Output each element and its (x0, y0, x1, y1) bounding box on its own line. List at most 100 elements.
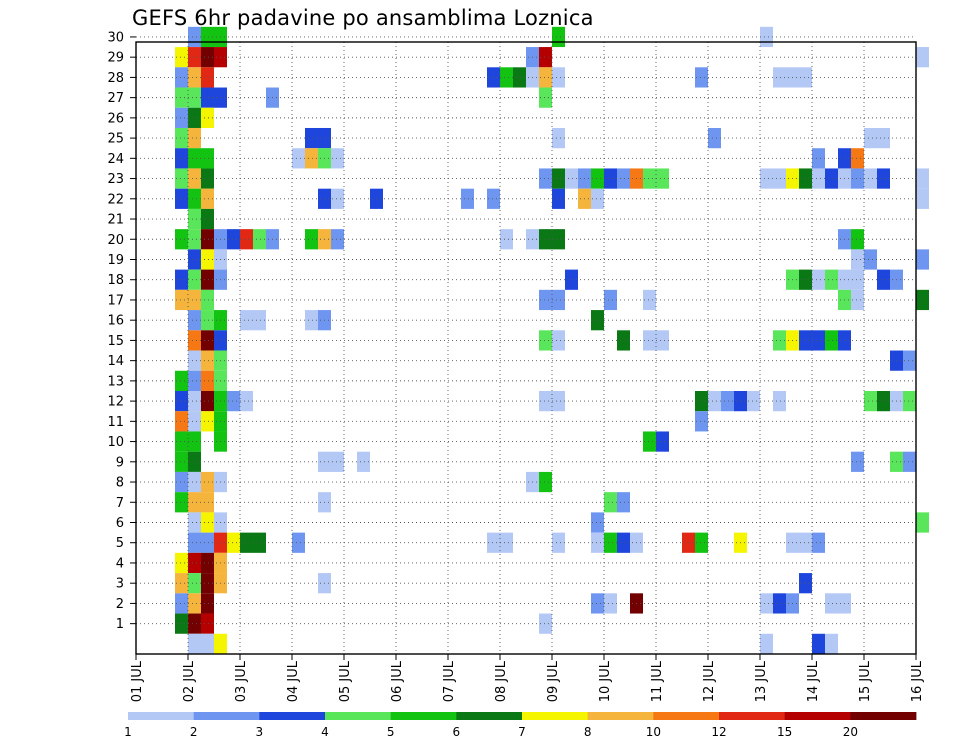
heat-cell (916, 188, 929, 209)
y-tick-label: 2 (116, 597, 124, 612)
heat-cell (695, 411, 708, 432)
heat-cell (188, 613, 201, 634)
heat-cell (864, 168, 877, 189)
colorbar-label: 5 (387, 725, 395, 739)
heat-cell (175, 451, 188, 472)
heat-cell (175, 127, 188, 149)
heat-cell (188, 229, 201, 250)
heat-cell (188, 390, 201, 412)
heat-cell (188, 573, 201, 594)
heat-cell (318, 451, 344, 472)
heat-cell (799, 168, 812, 189)
heat-cell (461, 188, 474, 209)
y-tick-label: 1 (116, 617, 124, 632)
heat-cell (240, 390, 253, 412)
colorbar-label: 15 (777, 725, 792, 739)
heat-cell (552, 168, 565, 189)
x-tick-label: 13 JUL (754, 660, 769, 702)
heat-cell (201, 107, 214, 128)
heat-cell (552, 67, 565, 88)
y-tick-label: 27 (107, 91, 124, 106)
heat-cell (695, 390, 708, 412)
heat-cell (201, 310, 214, 331)
colorbar-label: 4 (321, 725, 329, 739)
heat-cell (604, 168, 617, 189)
colorbar-swatch (719, 712, 786, 720)
heat-cell (201, 188, 214, 209)
heat-cell (747, 390, 760, 412)
heat-cell (201, 512, 214, 533)
colorbar-swatch (259, 712, 326, 720)
heat-cell (708, 390, 721, 412)
heat-cell (760, 26, 773, 48)
heat-cell (721, 390, 734, 412)
heat-cell (188, 593, 201, 614)
heat-cell (760, 593, 773, 614)
x-axis: 01 JUL 02 JUL 03 JUL 04 JUL 05 JUL 06 JUL 07 J… (130, 654, 925, 702)
y-tick-label: 11 (107, 415, 124, 430)
heat-cell (175, 269, 188, 290)
heat-cell (617, 168, 630, 189)
heat-cell (357, 451, 370, 472)
colorbar-swatch (653, 712, 720, 720)
colorbar-label: 6 (453, 725, 461, 739)
heat-cell (877, 269, 890, 290)
x-tick-label: 15 JUL (858, 660, 873, 702)
heat-cell (201, 249, 214, 270)
heat-cell (188, 552, 201, 574)
heat-cell (175, 67, 188, 88)
heat-cell (188, 47, 201, 68)
heat-cell (760, 633, 773, 654)
x-tick-label: 10 JUL (598, 660, 613, 702)
heat-cell (864, 390, 877, 412)
heat-cell (825, 269, 838, 290)
colorbar-swatch (522, 712, 589, 720)
heat-cell (552, 26, 565, 48)
heat-cell (877, 168, 890, 189)
heat-cell (591, 532, 604, 553)
heat-cell (188, 350, 201, 371)
y-tick-label: 14 (107, 354, 124, 369)
heat-cell (188, 208, 201, 230)
heat-cell (552, 330, 565, 351)
heat-cell (786, 532, 812, 553)
heat-cell (175, 471, 188, 493)
heat-cell (617, 532, 630, 553)
heat-cell (916, 512, 929, 533)
heat-cell (825, 330, 838, 351)
heat-cell (552, 127, 565, 149)
heat-cell (188, 411, 201, 432)
y-tick-label: 28 (107, 71, 124, 86)
y-tick-label: 3 (116, 577, 124, 592)
heat-cell (591, 593, 604, 614)
heat-cell (175, 148, 188, 169)
colorbar-label: 8 (584, 725, 592, 739)
heat-cell (175, 229, 188, 250)
heat-cell (188, 451, 201, 472)
heat-cell (643, 431, 656, 452)
chart-title: GEFS 6hr padavine po ansamblima Loznica (132, 6, 594, 30)
heat-cell (500, 67, 513, 88)
heat-cell (175, 107, 188, 128)
heat-cell (175, 613, 188, 634)
heat-cell (227, 229, 240, 250)
y-tick-label: 8 (116, 476, 124, 491)
heat-cell (201, 471, 214, 493)
heat-cell (227, 390, 240, 412)
heat-cell (253, 229, 266, 250)
heat-cell (539, 168, 552, 189)
heat-cell (812, 633, 825, 654)
heat-cell (240, 229, 253, 250)
heat-cell (591, 168, 604, 189)
x-tick-label: 02 JUL (182, 660, 197, 702)
y-tick-label: 6 (116, 516, 124, 531)
heat-cell (175, 573, 188, 594)
cells-layer (175, 26, 929, 654)
heat-cell (513, 67, 526, 88)
heat-cell (851, 451, 864, 472)
heat-cell (851, 148, 864, 169)
colorbar: 1 2 3 4 5 6 7 8 10 12 15 20 (124, 712, 917, 739)
heat-cell (695, 532, 708, 553)
heat-cell (331, 229, 344, 250)
